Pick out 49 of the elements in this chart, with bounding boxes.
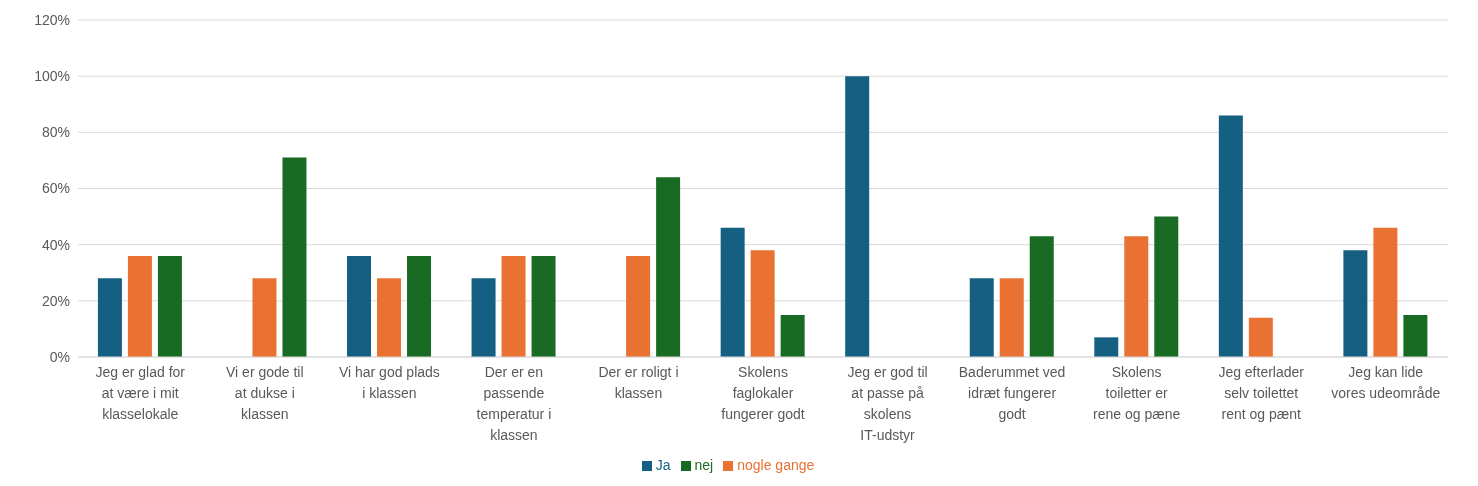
bar xyxy=(1218,115,1243,357)
bar xyxy=(407,255,432,357)
bar xyxy=(750,250,775,357)
bar xyxy=(720,227,745,357)
legend-label: Ja xyxy=(655,457,671,473)
bar xyxy=(845,76,870,357)
x-tick-label: Skolens toiletter er rene og pæne xyxy=(1093,364,1181,422)
bar xyxy=(1403,314,1428,357)
y-tick-label: 100% xyxy=(34,68,70,85)
bar xyxy=(252,278,277,357)
legend-label: nogle gange xyxy=(737,457,815,473)
bar xyxy=(347,255,372,357)
bar xyxy=(157,255,182,357)
bar xyxy=(127,255,152,357)
bar xyxy=(531,255,556,357)
y-tick-label: 20% xyxy=(41,292,70,309)
y-tick-label: 120% xyxy=(34,11,70,28)
x-tick-label: Jeg efterlader selv toilettet rent og pænt xyxy=(1218,364,1305,422)
bar xyxy=(97,278,122,357)
bar xyxy=(1343,250,1368,357)
bar xyxy=(626,255,651,357)
bar xyxy=(656,177,681,357)
y-tick-label: 80% xyxy=(41,124,70,141)
legend-label: nej xyxy=(694,457,714,473)
bar xyxy=(1248,317,1273,357)
x-tick-label: Jeg er god til at passe på skolens IT-udstyr xyxy=(847,364,928,443)
bar xyxy=(377,278,402,357)
y-tick-label: 0% xyxy=(49,348,70,365)
bar xyxy=(501,255,526,357)
x-tick-label: Der er roligt i klassen xyxy=(598,364,679,401)
bar xyxy=(1154,216,1179,357)
bar xyxy=(999,278,1024,357)
x-tick-label: Jeg er glad for at være i mit klasselokale xyxy=(95,364,186,422)
y-tick-label: 40% xyxy=(41,236,70,253)
bar xyxy=(1094,337,1119,357)
y-tick-label: 60% xyxy=(41,180,70,197)
bar xyxy=(969,278,994,357)
bar xyxy=(1029,236,1054,357)
x-tick-label: Jeg kan lide vores udeområde xyxy=(1331,364,1441,401)
x-tick-label: Der er en passende temperatur i klassen xyxy=(476,364,552,443)
x-tick-label: Baderummet ved idræt fungerer godt xyxy=(958,364,1066,422)
bar xyxy=(471,278,496,357)
bar xyxy=(282,157,307,357)
x-tick-label: Vi er gode til at dukse i klassen xyxy=(226,364,304,422)
bar xyxy=(780,314,805,357)
bar xyxy=(1373,227,1398,357)
x-tick-label: Vi har god plads i klassen xyxy=(338,364,440,401)
x-tick-label: Skolens faglokaler fungerer godt xyxy=(721,364,805,422)
bar xyxy=(1124,236,1149,357)
